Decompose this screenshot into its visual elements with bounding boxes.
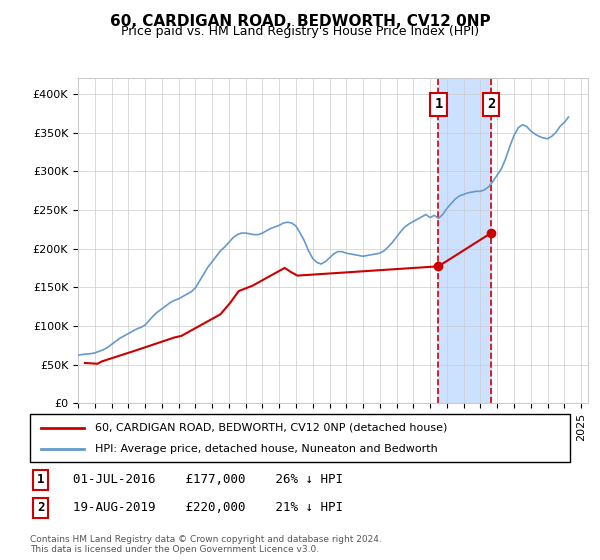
Text: HPI: Average price, detached house, Nuneaton and Bedworth: HPI: Average price, detached house, Nune… xyxy=(95,444,437,454)
Text: 01-JUL-2016    £177,000    26% ↓ HPI: 01-JUL-2016 £177,000 26% ↓ HPI xyxy=(73,473,343,487)
Text: 2: 2 xyxy=(487,97,495,111)
Text: 2: 2 xyxy=(37,501,44,515)
Bar xyxy=(439,78,491,403)
Text: 60, CARDIGAN ROAD, BEDWORTH, CV12 0NP (detached house): 60, CARDIGAN ROAD, BEDWORTH, CV12 0NP (d… xyxy=(95,423,447,433)
Text: 1: 1 xyxy=(37,473,44,487)
Text: 19-AUG-2019    £220,000    21% ↓ HPI: 19-AUG-2019 £220,000 21% ↓ HPI xyxy=(73,501,343,515)
Text: Contains HM Land Registry data © Crown copyright and database right 2024.
This d: Contains HM Land Registry data © Crown c… xyxy=(30,535,382,554)
Text: 60, CARDIGAN ROAD, BEDWORTH, CV12 0NP: 60, CARDIGAN ROAD, BEDWORTH, CV12 0NP xyxy=(110,14,490,29)
Text: 1: 1 xyxy=(434,97,443,111)
FancyBboxPatch shape xyxy=(30,414,570,462)
Text: Price paid vs. HM Land Registry's House Price Index (HPI): Price paid vs. HM Land Registry's House … xyxy=(121,25,479,38)
